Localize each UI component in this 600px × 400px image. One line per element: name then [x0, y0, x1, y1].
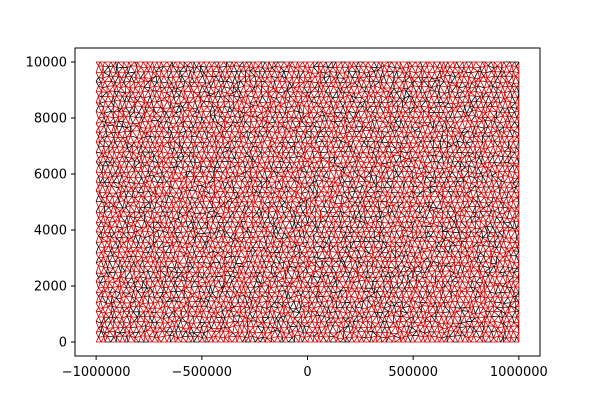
x-tick-label: −1000000 [62, 365, 131, 380]
y-axis: 0 2000 4000 6000 8000 10000 [26, 56, 75, 351]
x-tick-label: 0 [303, 365, 311, 380]
y-tick-label: 8000 [34, 112, 67, 127]
y-tick-label: 2000 [34, 280, 67, 295]
y-tick-label: 4000 [34, 224, 67, 239]
y-tick-label: 10000 [26, 56, 67, 71]
mesh-plot [95, 61, 520, 343]
x-axis: −1000000 −500000 0 500000 1000000 [62, 356, 548, 380]
x-tick-label: 1000000 [490, 365, 548, 380]
x-tick-label: 500000 [388, 365, 438, 380]
mesh-edges-red [95, 61, 520, 343]
mesh-edges-black [95, 61, 520, 343]
y-tick-label: 0 [59, 336, 67, 351]
x-tick-label: −500000 [172, 365, 233, 380]
y-tick-label: 6000 [34, 168, 67, 183]
